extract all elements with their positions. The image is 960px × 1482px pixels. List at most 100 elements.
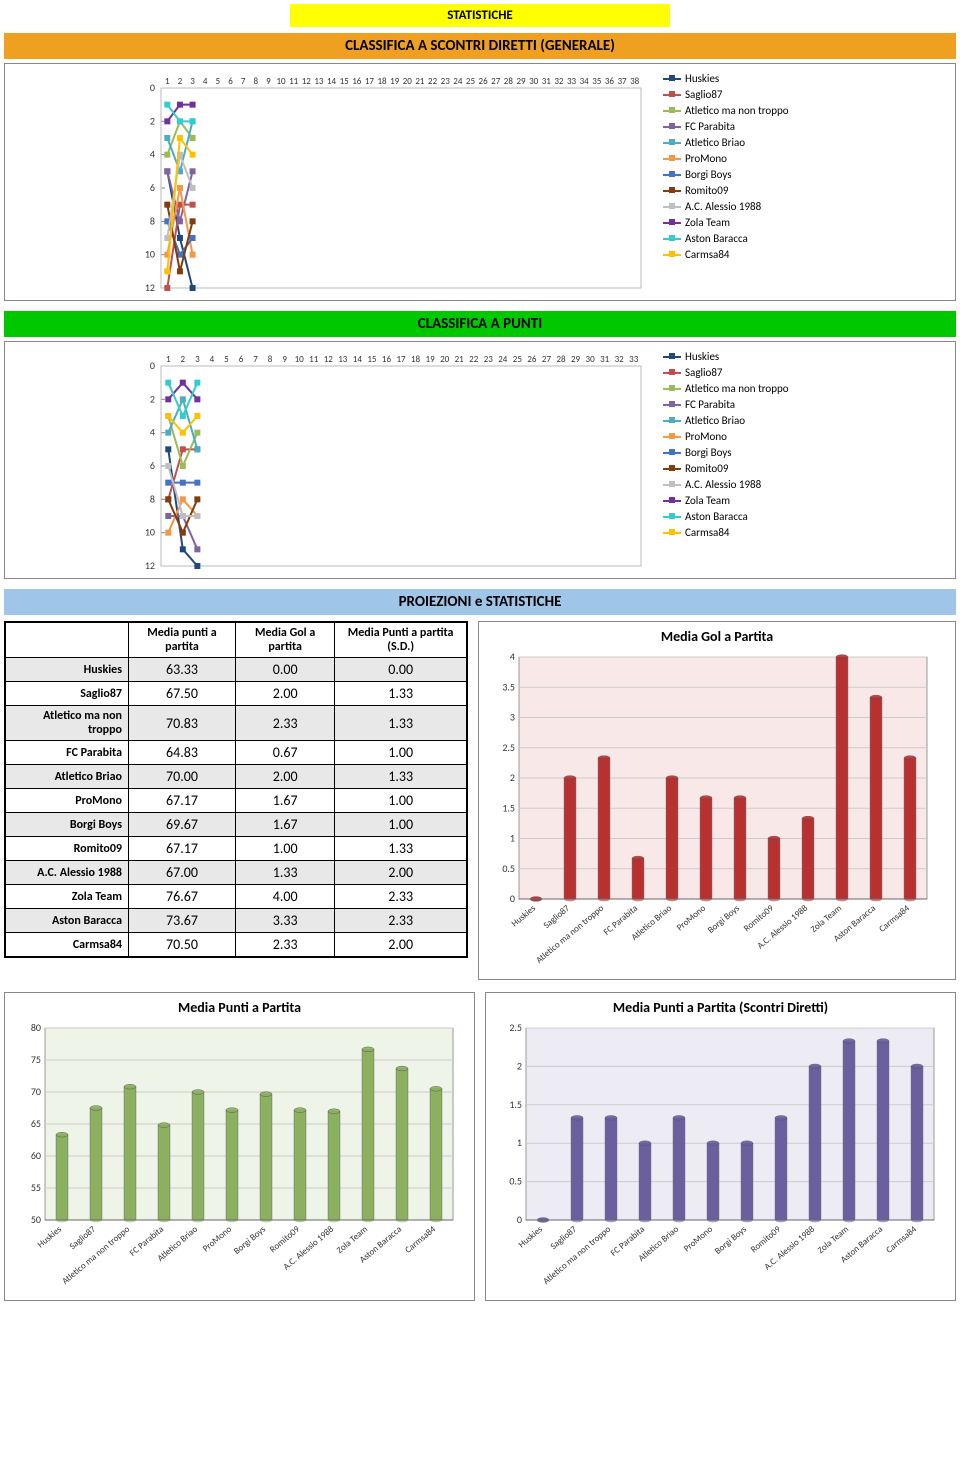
svg-text:4: 4 (210, 354, 215, 365)
svg-text:19: 19 (390, 76, 400, 87)
svg-text:50: 50 (31, 1213, 41, 1226)
svg-text:6: 6 (150, 181, 155, 194)
svg-text:3: 3 (190, 76, 195, 87)
svg-text:6: 6 (228, 76, 233, 87)
svg-text:14: 14 (353, 354, 363, 365)
table-row: A.C. Alessio 198867.001.332.00 (5, 861, 467, 885)
legend-item: Zola Team (663, 494, 789, 508)
table-cell: 70.83 (129, 706, 236, 741)
table-cell: 2.00 (235, 765, 334, 789)
table-row-header: Carmsa84 (5, 933, 129, 958)
svg-text:6: 6 (239, 354, 244, 365)
line-chart-2: 1234567891011121314151617181920212223242… (131, 348, 647, 572)
svg-text:17: 17 (365, 76, 375, 87)
svg-text:11: 11 (309, 354, 319, 365)
table-cell: 3.33 (235, 909, 334, 933)
svg-text:16: 16 (352, 76, 362, 87)
svg-text:2: 2 (178, 76, 183, 87)
svg-text:8: 8 (268, 354, 273, 365)
svg-text:4: 4 (150, 148, 155, 161)
svg-text:21: 21 (455, 354, 465, 365)
legend-label: Huskies (685, 72, 719, 86)
table-row: FC Parabita64.830.671.00 (5, 741, 467, 765)
svg-text:30: 30 (586, 354, 596, 365)
bar-punti-title: Media Punti a Partita (11, 999, 468, 1016)
legend-item: Carmsa84 (663, 526, 789, 540)
table-cell: 69.67 (129, 813, 236, 837)
table-row: Atletico ma non troppo70.832.331.33 (5, 706, 467, 741)
svg-text:Saglio87: Saglio87 (541, 903, 572, 931)
table-row-header: Atletico Briao (5, 765, 129, 789)
table-row-header: Huskies (5, 658, 129, 682)
table-cell: 1.33 (335, 682, 467, 706)
svg-text:25: 25 (466, 76, 476, 87)
svg-text:21: 21 (415, 76, 425, 87)
table-header: Media punti a partita (129, 622, 236, 658)
svg-text:27: 27 (542, 354, 552, 365)
legend-label: FC Parabita (685, 120, 735, 134)
svg-text:17: 17 (396, 354, 406, 365)
svg-text:20: 20 (403, 76, 413, 87)
svg-text:16: 16 (382, 354, 392, 365)
bar-sd-title: Media Punti a Partita (Scontri Diretti) (492, 999, 949, 1016)
legend-item: ProMono (663, 152, 789, 166)
svg-text:1.5: 1.5 (509, 1098, 522, 1111)
table-cell: 1.00 (335, 741, 467, 765)
svg-text:Borgi Boys: Borgi Boys (713, 1224, 750, 1257)
table-cell: 2.33 (235, 933, 334, 958)
svg-text:38: 38 (630, 76, 640, 87)
table-row-header: FC Parabita (5, 741, 129, 765)
legend-label: Romito09 (685, 462, 728, 476)
svg-text:29: 29 (571, 354, 581, 365)
section3-title: PROIEZIONI e STATISTICHE (399, 593, 562, 611)
svg-text:4: 4 (510, 650, 515, 663)
svg-text:0.5: 0.5 (502, 862, 515, 875)
legend-label: Atletico ma non troppo (685, 104, 789, 118)
legend-label: FC Parabita (685, 398, 735, 412)
table-cell: 0.67 (235, 741, 334, 765)
svg-text:37: 37 (617, 76, 627, 87)
table-cell: 2.33 (235, 706, 334, 741)
section2-chart: 1234567891011121314151617181920212223242… (4, 341, 956, 579)
svg-text:2: 2 (150, 392, 155, 405)
table-row: Zola Team76.674.002.33 (5, 885, 467, 909)
svg-text:14: 14 (327, 76, 337, 87)
svg-text:34: 34 (580, 76, 590, 87)
table-header: Media Gol a partita (235, 622, 334, 658)
table-cell: 64.83 (129, 741, 236, 765)
svg-text:12: 12 (324, 354, 334, 365)
line-chart-1: 1234567891011121314151617181920212223242… (131, 70, 647, 294)
legend-label: Atletico ma non troppo (685, 382, 789, 396)
table-cell: 1.00 (335, 813, 467, 837)
legend-item: Romito09 (663, 184, 789, 198)
svg-text:22: 22 (469, 354, 479, 365)
svg-text:8: 8 (253, 76, 258, 87)
table-cell: 63.33 (129, 658, 236, 682)
legend-item: Zola Team (663, 216, 789, 230)
table-cell: 1.67 (235, 813, 334, 837)
table-row: Romito0967.171.001.33 (5, 837, 467, 861)
svg-text:22: 22 (428, 76, 438, 87)
svg-text:70: 70 (31, 1085, 41, 1098)
svg-text:1.5: 1.5 (502, 801, 515, 814)
legend-label: Carmsa84 (685, 526, 729, 540)
table-row: Huskies63.330.000.00 (5, 658, 467, 682)
svg-text:28: 28 (556, 354, 566, 365)
header-banner: STATISTICHE (290, 4, 671, 27)
legend-label: Borgi Boys (685, 168, 732, 182)
legend-label: Atletico Briao (685, 136, 745, 150)
svg-text:10: 10 (145, 248, 155, 261)
svg-text:80: 80 (31, 1021, 41, 1034)
table-cell: 2.33 (335, 885, 467, 909)
svg-text:2: 2 (150, 114, 155, 127)
legend-item: A.C. Alessio 1988 (663, 200, 789, 214)
bar-sd-chart: 00.511.522.5HuskiesSaglio87Atletico ma n… (492, 1020, 942, 1290)
legend-label: Zola Team (685, 494, 730, 508)
svg-text:3: 3 (510, 711, 515, 724)
svg-text:32: 32 (615, 354, 625, 365)
section2-banner: CLASSIFICA A PUNTI (4, 311, 956, 337)
legend-item: Huskies (663, 350, 789, 364)
legend-label: A.C. Alessio 1988 (685, 200, 761, 214)
legend-label: Borgi Boys (685, 446, 732, 460)
svg-text:12: 12 (145, 559, 155, 572)
